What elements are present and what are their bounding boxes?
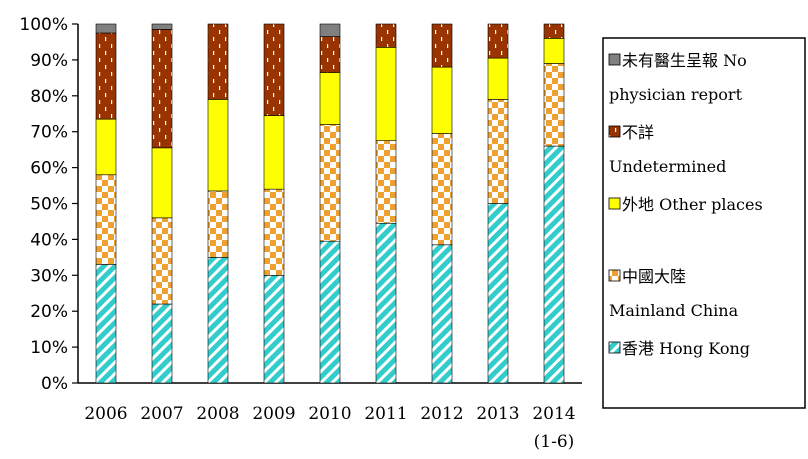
x-tick-label: 2008: [196, 404, 239, 424]
bar-segment-2014-0: [543, 145, 565, 384]
bar-segment-2007-1: [151, 217, 173, 305]
y-tick-label: 50%: [30, 195, 68, 215]
x-tick-label: 2011: [364, 404, 407, 424]
bar-segment-2008-2: [207, 99, 229, 192]
bar-segment-2013-3: [487, 23, 509, 59]
legend-label: Mainland China: [609, 301, 739, 320]
x-tick-label: 2010: [308, 404, 351, 424]
legend-box: [602, 37, 806, 409]
legend-label: 中國大陸: [622, 267, 686, 286]
legend-swatch: [608, 53, 621, 66]
bar-segment-2012-1: [431, 133, 453, 246]
bar-segment-2008-3: [207, 23, 229, 100]
y-tick-label: 10%: [30, 338, 68, 358]
y-tick-label: 80%: [30, 87, 68, 107]
bar-segment-2008-1: [207, 190, 229, 258]
bar-segment-2010-4: [319, 23, 341, 37]
bar-segment-2009-0: [263, 274, 285, 384]
y-tick-label: 60%: [30, 159, 68, 179]
bar-segment-2007-0: [151, 303, 173, 384]
y-tick-label: 100%: [19, 15, 68, 35]
bar-segment-2006-0: [95, 264, 117, 384]
bar-segment-2009-2: [263, 115, 285, 190]
bar-segment-2010-3: [319, 36, 341, 73]
legend-label: Undetermined: [609, 157, 726, 176]
legend-swatch: [608, 269, 621, 282]
x-tick-label: 2007: [140, 404, 183, 424]
bar-segment-2010-0: [319, 240, 341, 384]
bar-segment-2014-3: [543, 23, 565, 39]
bar-segment-2006-2: [95, 118, 117, 176]
bar-segment-2006-1: [95, 174, 117, 265]
bar-segment-2006-3: [95, 32, 117, 120]
bar-segment-2011-2: [375, 47, 397, 141]
bar-segment-2007-2: [151, 147, 173, 219]
bar-segment-2007-4: [151, 23, 173, 30]
bar-segment-2013-2: [487, 57, 509, 100]
legend-label: 外地 Other places: [622, 195, 763, 214]
bar-segment-2010-2: [319, 72, 341, 125]
y-tick-label: 90%: [30, 51, 68, 71]
legend-swatch: [608, 125, 621, 138]
bar-segment-2009-3: [263, 23, 285, 116]
legend-swatch: [608, 197, 621, 210]
x-tick-label: 2009: [252, 404, 295, 424]
x-axis-ticks: 2006 2007 2008 2009 2010 2011 2012 2013 2014 (1-6…: [84, 404, 575, 452]
y-tick-label: 40%: [30, 230, 68, 250]
y-tick-label: 20%: [30, 302, 68, 322]
bar-segment-2007-3: [151, 29, 173, 149]
y-tick-label: 70%: [30, 123, 68, 143]
bar-segment-2008-0: [207, 257, 229, 384]
bar-segment-2012-0: [431, 244, 453, 384]
bar-segment-2011-0: [375, 222, 397, 384]
legend-label: physician report: [609, 85, 743, 104]
x-tick-label: 2014: [532, 404, 575, 424]
y-tick-label: 0%: [41, 374, 68, 394]
legend-swatch: [608, 341, 621, 354]
legend-label: 香港 Hong Kong: [622, 339, 750, 358]
bar-segment-2013-1: [487, 99, 509, 204]
x-tick-label: 2013: [476, 404, 519, 424]
bar-segment-2010-1: [319, 124, 341, 242]
legend: 未有醫生呈報 No physician report 不詳 Undetermined 外…: [608, 51, 763, 358]
legend-label: 未有醫生呈報 No: [622, 51, 747, 70]
bar-segment-2009-1: [263, 188, 285, 276]
bar-segment-2014-1: [543, 63, 565, 147]
x-tick-label: 2006: [84, 404, 127, 424]
y-axis-ticks: 0% 10% 20% 30% 40% 50% 60% 70% 80% 90% 100%: [19, 15, 78, 394]
x-tick-label: 2012: [420, 404, 463, 424]
bar-segment-2012-3: [431, 23, 453, 68]
bar-segment-2014-2: [543, 38, 565, 64]
x-tick-sublabel: (1-6): [534, 432, 575, 452]
bar-segment-2011-1: [375, 140, 397, 224]
legend-label: 不詳: [622, 123, 654, 142]
y-tick-label: 30%: [30, 266, 68, 286]
bar-segment-2006-4: [95, 23, 117, 34]
bar-stacks: [95, 23, 565, 384]
bar-segment-2012-2: [431, 66, 453, 134]
bar-segment-2011-3: [375, 23, 397, 48]
bar-segment-2013-0: [487, 203, 509, 384]
